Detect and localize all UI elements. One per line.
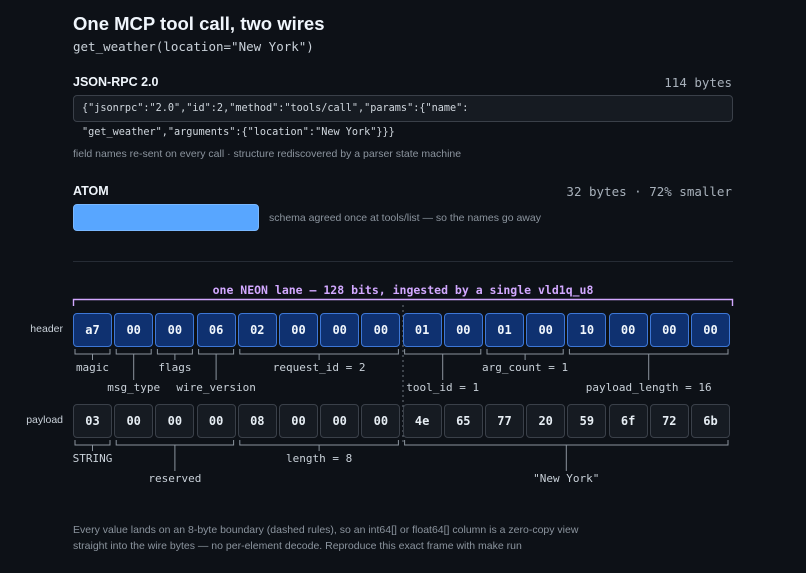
payload-field-label-3: "New York" bbox=[533, 472, 600, 485]
header-byte-7: 00 bbox=[361, 313, 401, 347]
payload-byte-4: 08 bbox=[237, 404, 277, 438]
jsonrpc-line-1: {"jsonrpc":"2.0","id":2,"method":"tools/… bbox=[82, 103, 469, 114]
header-field-label-7: payload_length = 16 bbox=[585, 381, 712, 394]
payload-field-bracket-1 bbox=[115, 440, 235, 446]
payload-field-bracket-2 bbox=[239, 440, 399, 446]
header-byte-10: 01 bbox=[485, 313, 524, 347]
header-byte-4: 02 bbox=[237, 313, 277, 347]
jsonrpc-label: JSON-RPC 2.0 bbox=[73, 75, 159, 89]
page-subtitle: get_weather(location="New York") bbox=[73, 39, 314, 54]
header-byte-5: 00 bbox=[279, 313, 318, 347]
footer-line-2: straight into the wire bytes — no per-el… bbox=[73, 540, 522, 552]
jsonrpc-size: 114 bytes bbox=[664, 75, 732, 90]
header-field-label-3: wire_version bbox=[176, 381, 256, 394]
header-byte-11: 00 bbox=[526, 313, 566, 347]
payload-byte-11: 20 bbox=[526, 404, 566, 438]
payload-field-label-1: reserved bbox=[148, 472, 202, 485]
payload-byte-5: 00 bbox=[279, 404, 318, 438]
header-field-bracket-4 bbox=[239, 349, 399, 355]
jsonrpc-note: field names re-sent on every call · stru… bbox=[73, 148, 462, 160]
payload-byte-1: 00 bbox=[114, 404, 154, 438]
header-byte-2: 00 bbox=[155, 313, 195, 347]
payload-byte-2: 00 bbox=[155, 404, 195, 438]
payload-byte-12: 59 bbox=[567, 404, 607, 438]
header-field-bracket-5 bbox=[404, 349, 482, 355]
payload-byte-15: 6b bbox=[691, 404, 730, 438]
payload-row-label: payload bbox=[26, 414, 63, 426]
header-field-bracket-6 bbox=[486, 349, 564, 355]
header-byte-14: 00 bbox=[649, 313, 689, 347]
header-byte-9: 00 bbox=[443, 313, 483, 347]
payload-byte-14: 72 bbox=[649, 404, 689, 438]
payload-byte-6: 00 bbox=[320, 404, 360, 438]
header-field-label-4: request_id = 2 bbox=[272, 361, 366, 374]
payload-byte-3: 00 bbox=[196, 404, 236, 438]
payload-field-label-0: STRING bbox=[72, 452, 113, 465]
payload-field-bracket-3 bbox=[404, 440, 729, 446]
header-field-bracket-7 bbox=[568, 349, 729, 355]
header-field-bracket-1 bbox=[115, 349, 152, 355]
payload-byte-10: 77 bbox=[485, 404, 524, 438]
lane-title: one NEON lane — 128 bits, ingested by a … bbox=[212, 283, 594, 297]
payload-byte-9: 65 bbox=[443, 404, 483, 438]
header-field-bracket-2 bbox=[156, 349, 193, 355]
header-field-label-5: tool_id = 1 bbox=[406, 381, 480, 394]
payload-byte-0: 03 bbox=[73, 404, 112, 438]
header-field-label-1: msg_type bbox=[107, 381, 161, 394]
header-field-bracket-0 bbox=[74, 349, 111, 355]
header-byte-8: 01 bbox=[402, 313, 442, 347]
header-byte-6: 00 bbox=[320, 313, 360, 347]
header-row-label: header bbox=[30, 323, 63, 335]
header-byte-1: 00 bbox=[114, 313, 154, 347]
atom-size: 32 bytes · 72% smaller bbox=[566, 184, 732, 199]
payload-byte-13: 6f bbox=[608, 404, 648, 438]
header-byte-15: 00 bbox=[691, 313, 730, 347]
header-field-label-6: arg_count = 1 bbox=[482, 361, 569, 374]
header-byte-3: 06 bbox=[196, 313, 236, 347]
header-byte-12: 10 bbox=[567, 313, 607, 347]
atom-note: schema agreed once at tools/list — so th… bbox=[269, 212, 541, 224]
payload-byte-7: 00 bbox=[361, 404, 401, 438]
header-field-label-0: magic bbox=[75, 361, 110, 374]
atom-label: ATOM bbox=[73, 184, 109, 198]
payload-field-bracket-0 bbox=[74, 440, 111, 446]
jsonrpc-code-box bbox=[73, 95, 733, 122]
page-title: One MCP tool call, two wires bbox=[73, 13, 325, 34]
header-field-bracket-3 bbox=[198, 349, 235, 355]
jsonrpc-line-2: "get_weather","arguments":{"location":"N… bbox=[82, 127, 395, 138]
lane-bracket bbox=[72, 298, 734, 306]
atom-size-bar bbox=[73, 204, 259, 231]
section-divider bbox=[73, 261, 733, 262]
payload-byte-8: 4e bbox=[402, 404, 442, 438]
header-byte-0: a7 bbox=[73, 313, 112, 347]
header-field-label-2: flags bbox=[158, 361, 192, 374]
footer-line-1: Every value lands on an 8-byte boundary … bbox=[73, 524, 579, 536]
payload-field-label-2: length = 8 bbox=[285, 452, 353, 465]
header-byte-13: 00 bbox=[608, 313, 648, 347]
